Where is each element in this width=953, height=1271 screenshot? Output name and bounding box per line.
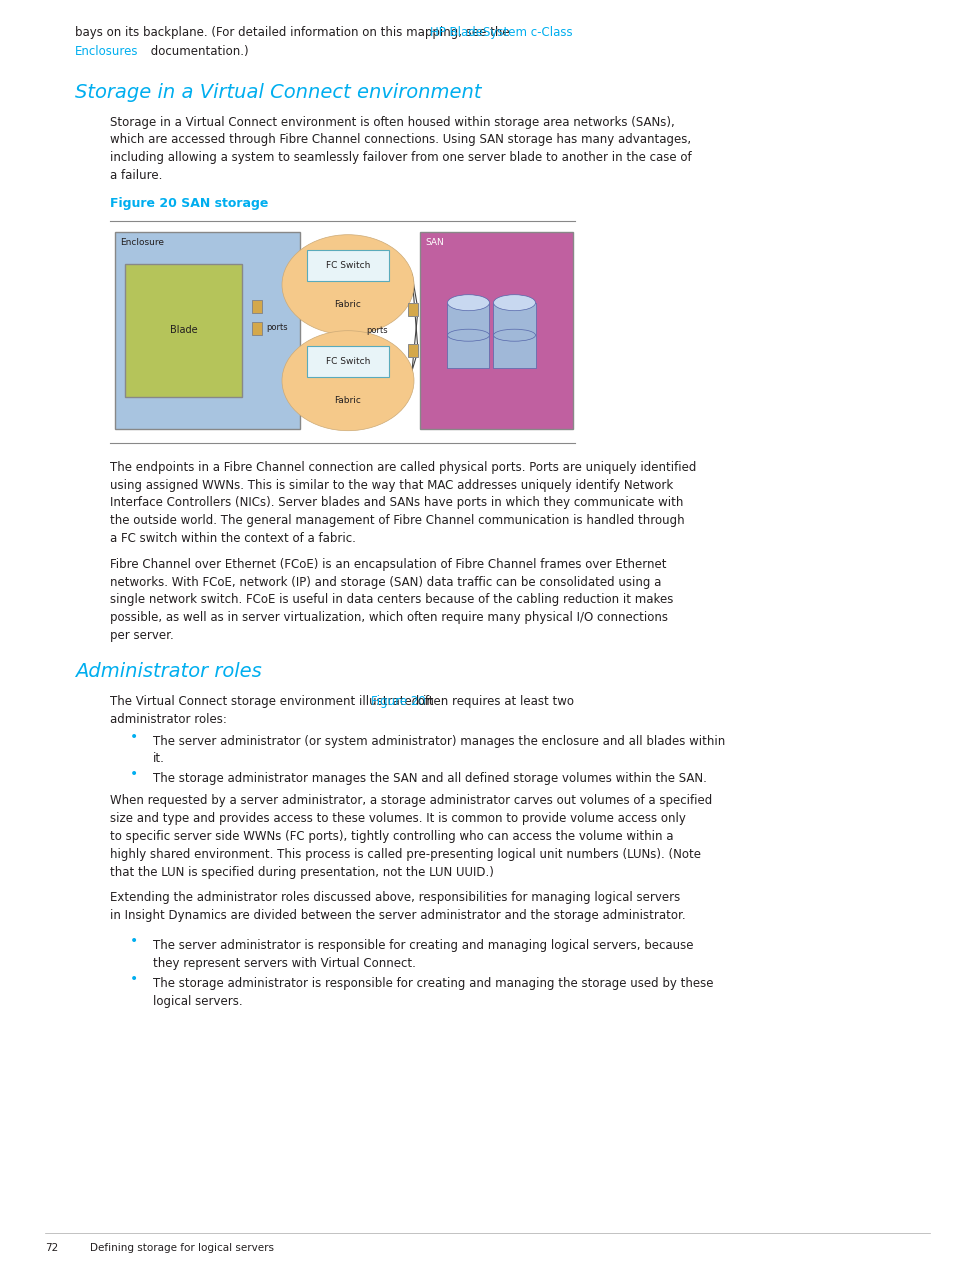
Text: that the LUN is specified during presentation, not the LUN UUID.): that the LUN is specified during present… xyxy=(110,866,494,878)
Text: a failure.: a failure. xyxy=(110,169,162,182)
Text: FC Switch: FC Switch xyxy=(326,357,370,366)
FancyBboxPatch shape xyxy=(307,249,389,281)
Text: HP BladeSystem c-Class: HP BladeSystem c-Class xyxy=(430,25,572,39)
Text: possible, as well as in server virtualization, which often require many physical: possible, as well as in server virtualiz… xyxy=(110,611,667,624)
Text: networks. With FCoE, network (IP) and storage (SAN) data traffic can be consolid: networks. With FCoE, network (IP) and st… xyxy=(110,576,660,588)
FancyBboxPatch shape xyxy=(493,302,535,367)
Text: using assigned WWNs. This is similar to the way that MAC addresses uniquely iden: using assigned WWNs. This is similar to … xyxy=(110,478,673,492)
Text: per server.: per server. xyxy=(110,629,173,642)
Ellipse shape xyxy=(493,295,535,310)
Text: The server administrator (or system administrator) manages the enclosure and all: The server administrator (or system admi… xyxy=(152,735,724,747)
Text: ports: ports xyxy=(266,323,287,332)
Text: FC Switch: FC Switch xyxy=(326,261,370,269)
FancyBboxPatch shape xyxy=(252,323,262,336)
Text: to specific server side WWNs (FC ports), tightly controlling who can access the : to specific server side WWNs (FC ports),… xyxy=(110,830,673,843)
Text: •: • xyxy=(130,972,138,986)
Text: Enclosures: Enclosures xyxy=(75,44,138,57)
FancyBboxPatch shape xyxy=(447,302,489,367)
Text: 72: 72 xyxy=(45,1243,58,1253)
Text: Interface Controllers (NICs). Server blades and SANs have ports in which they co: Interface Controllers (NICs). Server bla… xyxy=(110,496,682,510)
Text: administrator roles:: administrator roles: xyxy=(110,713,227,726)
Text: bays on its backplane. (For detailed information on this mapping, see the: bays on its backplane. (For detailed inf… xyxy=(75,25,513,39)
Text: Enclosure: Enclosure xyxy=(120,238,164,247)
Text: Fibre Channel over Ethernet (FCoE) is an encapsulation of Fibre Channel frames o: Fibre Channel over Ethernet (FCoE) is an… xyxy=(110,558,666,571)
Text: ports: ports xyxy=(366,327,387,336)
Text: they represent servers with Virtual Connect.: they represent servers with Virtual Conn… xyxy=(152,957,416,970)
Text: single network switch. FCoE is useful in data centers because of the cabling red: single network switch. FCoE is useful in… xyxy=(110,594,673,606)
Text: Defining storage for logical servers: Defining storage for logical servers xyxy=(90,1243,274,1253)
Text: it.: it. xyxy=(152,752,165,765)
Ellipse shape xyxy=(493,329,535,341)
Text: size and type and provides access to these volumes. It is common to provide volu: size and type and provides access to the… xyxy=(110,812,685,825)
Ellipse shape xyxy=(282,330,414,431)
Text: SAN: SAN xyxy=(424,238,443,247)
Text: Administrator roles: Administrator roles xyxy=(75,662,261,681)
Text: a FC switch within the context of a fabric.: a FC switch within the context of a fabr… xyxy=(110,531,355,545)
FancyBboxPatch shape xyxy=(125,263,242,397)
Text: •: • xyxy=(130,730,138,744)
Ellipse shape xyxy=(447,329,489,341)
Text: The storage administrator is responsible for creating and managing the storage u: The storage administrator is responsible… xyxy=(152,976,713,990)
FancyBboxPatch shape xyxy=(419,231,573,428)
Text: The endpoints in a Fibre Channel connection are called physical ports. Ports are: The endpoints in a Fibre Channel connect… xyxy=(110,460,696,474)
FancyBboxPatch shape xyxy=(115,231,299,428)
Text: Storage in a Virtual Connect environment is often housed within storage area net: Storage in a Virtual Connect environment… xyxy=(110,116,674,128)
Text: Fabric: Fabric xyxy=(335,300,361,309)
Text: The Virtual Connect storage environment illustrated in: The Virtual Connect storage environment … xyxy=(110,695,437,708)
FancyBboxPatch shape xyxy=(252,300,262,313)
Text: Blade: Blade xyxy=(170,325,197,336)
Text: Figure 20: Figure 20 xyxy=(371,695,426,708)
Text: the outside world. The general management of Fibre Channel communication is hand: the outside world. The general managemen… xyxy=(110,513,684,527)
Ellipse shape xyxy=(282,235,414,334)
Text: •: • xyxy=(130,934,138,948)
Text: •: • xyxy=(130,768,138,782)
Text: in Insight Dynamics are divided between the server administrator and the storage: in Insight Dynamics are divided between … xyxy=(110,909,685,921)
Text: The storage administrator manages the SAN and all defined storage volumes within: The storage administrator manages the SA… xyxy=(152,773,706,785)
FancyBboxPatch shape xyxy=(408,344,417,357)
Text: Extending the administrator roles discussed above, responsibilities for managing: Extending the administrator roles discus… xyxy=(110,891,679,904)
Text: When requested by a server administrator, a storage administrator carves out vol: When requested by a server administrator… xyxy=(110,794,712,807)
Text: logical servers.: logical servers. xyxy=(152,994,242,1008)
Text: highly shared environment. This process is called pre-presenting logical unit nu: highly shared environment. This process … xyxy=(110,848,700,860)
Text: which are accessed through Fibre Channel connections. Using SAN storage has many: which are accessed through Fibre Channel… xyxy=(110,133,690,146)
Text: Storage in a Virtual Connect environment: Storage in a Virtual Connect environment xyxy=(75,83,481,102)
FancyBboxPatch shape xyxy=(408,304,417,316)
Text: Fabric: Fabric xyxy=(335,397,361,405)
Text: including allowing a system to seamlessly failover from one server blade to anot: including allowing a system to seamlessl… xyxy=(110,151,691,164)
Text: Figure 20 SAN storage: Figure 20 SAN storage xyxy=(110,197,268,210)
Text: often requires at least two: often requires at least two xyxy=(414,695,574,708)
Ellipse shape xyxy=(447,295,489,310)
FancyBboxPatch shape xyxy=(307,346,389,376)
Text: documentation.): documentation.) xyxy=(147,44,249,57)
Text: The server administrator is responsible for creating and managing logical server: The server administrator is responsible … xyxy=(152,939,693,952)
